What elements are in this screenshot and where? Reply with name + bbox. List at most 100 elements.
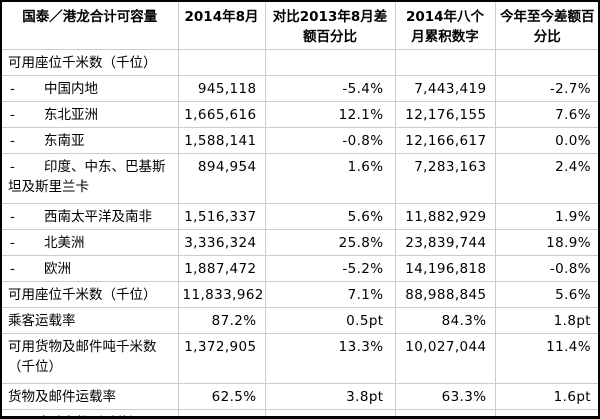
row-dash: - (10, 261, 15, 277)
cell-aug-2014 (177, 49, 266, 76)
cell-yoy-variance: 3.8pt (264, 383, 396, 410)
cell-cumulative: 18,489,420 (394, 409, 496, 416)
row-label: 乘客运载率 (8, 313, 76, 329)
table-row-cargo-mail-load-factor: 货物及邮件运载率 62.5% 3.8pt 63.3% 1.6pt (2, 383, 598, 410)
cell-yoy-variance: -5.4% (264, 75, 396, 102)
row-label: 西南太平洋及南非 (44, 209, 152, 225)
cell-yoy-variance: -0.8% (264, 127, 396, 154)
row-label-cell: 货物及邮件运载率 (2, 383, 179, 410)
cell-ytd-variance: 1.6pt (494, 383, 598, 410)
header-ytd-variance: 今年至今差额百分比 (494, 2, 598, 50)
table-row-ask-section: 可用座位千米数（千位） (2, 49, 598, 76)
cell-aug-2014: 87.2% (177, 307, 266, 334)
row-label-cell: - 西南太平洋及南非 (2, 203, 179, 230)
row-label-cell: 可用座位千米数（千位） (2, 281, 179, 308)
row-label: 可用货物及邮件吨千米数（千位） (8, 339, 157, 375)
row-label-cell: 可用座位千米数（千位） (2, 49, 179, 76)
cell-ytd-variance: 18.9% (494, 229, 598, 256)
cell-yoy-variance: 7.1% (264, 281, 396, 308)
row-label: 中国内地 (44, 81, 98, 97)
cell-ytd-variance (494, 49, 598, 76)
row-dash: - (10, 81, 15, 97)
table-row-northeast-asia: - 东北亚洲 1,665,616 12.1% 12,176,155 7.6% (2, 101, 598, 128)
table-row-india-mideast: - 印度、中东、巴基斯坦及斯里兰卡 894,954 1.6% 7,283,163 … (2, 153, 598, 204)
cell-aug-2014: 2,498,236 (177, 409, 266, 416)
cell-yoy-variance: 12.1% (264, 101, 396, 128)
row-label-cell: - 东北亚洲 (2, 101, 179, 128)
row-label: 东北亚洲 (44, 107, 98, 123)
table-row-ask-total: 可用座位千米数（千位） 11,833,962 7.1% 88,988,845 5… (2, 281, 598, 308)
row-label: 可用座位千米数（千位） (8, 287, 157, 303)
header-cumulative: 2014年八个月累积数字 (394, 2, 496, 50)
cell-aug-2014: 62.5% (177, 383, 266, 410)
cell-cumulative: 84.3% (394, 307, 496, 334)
cell-aug-2014: 894,954 (177, 153, 266, 204)
row-label-cell: 乘客运载率 (2, 307, 179, 334)
row-label: 北美洲 (44, 235, 85, 251)
cell-ytd-variance: 11.4% (494, 333, 598, 384)
row-label: 印度、中东、巴基斯坦及斯里兰卡 (8, 159, 166, 195)
table-row-mainland-china: - 中国内地 945,118 -5.4% 7,443,419 -2.7% (2, 75, 598, 102)
cell-yoy-variance (264, 49, 396, 76)
table-body: 可用座位千米数（千位） - 中国内地 945,118 -5.4% 7,443,41… (2, 49, 598, 416)
table-row-passenger-load-factor: 乘客运载率 87.2% 0.5pt 84.3% 1.8pt (2, 307, 598, 334)
row-label: 欧洲 (44, 261, 71, 277)
table-row-southeast-asia: - 东南亚 1,588,141 -0.8% 12,166,617 0.0% (2, 127, 598, 154)
row-label-cell: - 中国内地 (2, 75, 179, 102)
cell-yoy-variance: 1.6% (264, 153, 396, 204)
cell-cumulative: 14,196,818 (394, 255, 496, 282)
table-row-europe: - 欧洲 1,887,472 -5.2% 14,196,818 -0.8% (2, 255, 598, 282)
row-label-cell: - 欧洲 (2, 255, 179, 282)
cell-ytd-variance: 0.0% (494, 127, 598, 154)
header-aug-2014: 2014年8月 (177, 2, 266, 50)
table-row-north-america: - 北美洲 3,336,324 25.8% 23,839,744 18.9% (2, 229, 598, 256)
row-label: 东南亚 (44, 133, 85, 149)
row-label: 可用吨千米数（千位） (8, 415, 143, 416)
cell-ytd-variance: -2.7% (494, 75, 598, 102)
row-label-cell: 可用货物及邮件吨千米数（千位） (2, 333, 179, 384)
row-label: 货物及邮件运载率 (8, 389, 116, 405)
row-label-cell: - 印度、中东、巴基斯坦及斯里兰卡 (2, 153, 179, 204)
table-row-cargo-mail-tonne-km: 可用货物及邮件吨千米数（千位） 1,372,905 13.3% 10,027,0… (2, 333, 598, 384)
cell-cumulative: 12,176,155 (394, 101, 496, 128)
cell-cumulative: 63.3% (394, 383, 496, 410)
table-row-sw-pacific-south-africa: - 西南太平洋及南非 1,516,337 5.6% 11,882,929 1.9% (2, 203, 598, 230)
cell-aug-2014: 1,887,472 (177, 255, 266, 282)
cell-cumulative: 12,166,617 (394, 127, 496, 154)
cell-yoy-variance: -5.2% (264, 255, 396, 282)
header-entity: 国泰／港龙合计可容量 (2, 2, 179, 50)
cell-cumulative: 7,283,163 (394, 153, 496, 204)
cell-ytd-variance: 1.8pt (494, 307, 598, 334)
row-dash: - (10, 235, 15, 251)
cell-ytd-variance: 1.9% (494, 203, 598, 230)
row-label-cell: - 北美洲 (2, 229, 179, 256)
cell-aug-2014: 11,833,962 (177, 281, 266, 308)
cell-aug-2014: 1,588,141 (177, 127, 266, 154)
cell-ytd-variance: 8.7% (494, 409, 598, 416)
cell-aug-2014: 1,372,905 (177, 333, 266, 384)
cell-yoy-variance: 0.5pt (264, 307, 396, 334)
table-row-available-tonne-km: 可用吨千米数（千位） 2,498,236 10.4% 18,489,420 8.… (2, 409, 598, 416)
cell-aug-2014: 1,516,337 (177, 203, 266, 230)
row-dash: - (10, 107, 15, 123)
cell-cumulative: 7,443,419 (394, 75, 496, 102)
cell-ytd-variance: 5.6% (494, 281, 598, 308)
row-dash: - (10, 209, 15, 225)
header-yoy-variance: 对比2013年8月差额百分比 (264, 2, 396, 50)
cell-aug-2014: 1,665,616 (177, 101, 266, 128)
row-label-cell: 可用吨千米数（千位） (2, 409, 179, 416)
row-dash: - (10, 133, 15, 149)
row-label: 可用座位千米数（千位） (8, 55, 157, 71)
header-row: 国泰／港龙合计可容量 2014年8月 对比2013年8月差额百分比 2014年八… (2, 2, 598, 50)
cell-yoy-variance: 13.3% (264, 333, 396, 384)
cell-yoy-variance: 10.4% (264, 409, 396, 416)
row-label-cell: - 东南亚 (2, 127, 179, 154)
cell-cumulative (394, 49, 496, 76)
row-dash: - (10, 159, 15, 175)
cell-aug-2014: 3,336,324 (177, 229, 266, 256)
cell-cumulative: 23,839,744 (394, 229, 496, 256)
cell-cumulative: 88,988,845 (394, 281, 496, 308)
cell-yoy-variance: 25.8% (264, 229, 396, 256)
